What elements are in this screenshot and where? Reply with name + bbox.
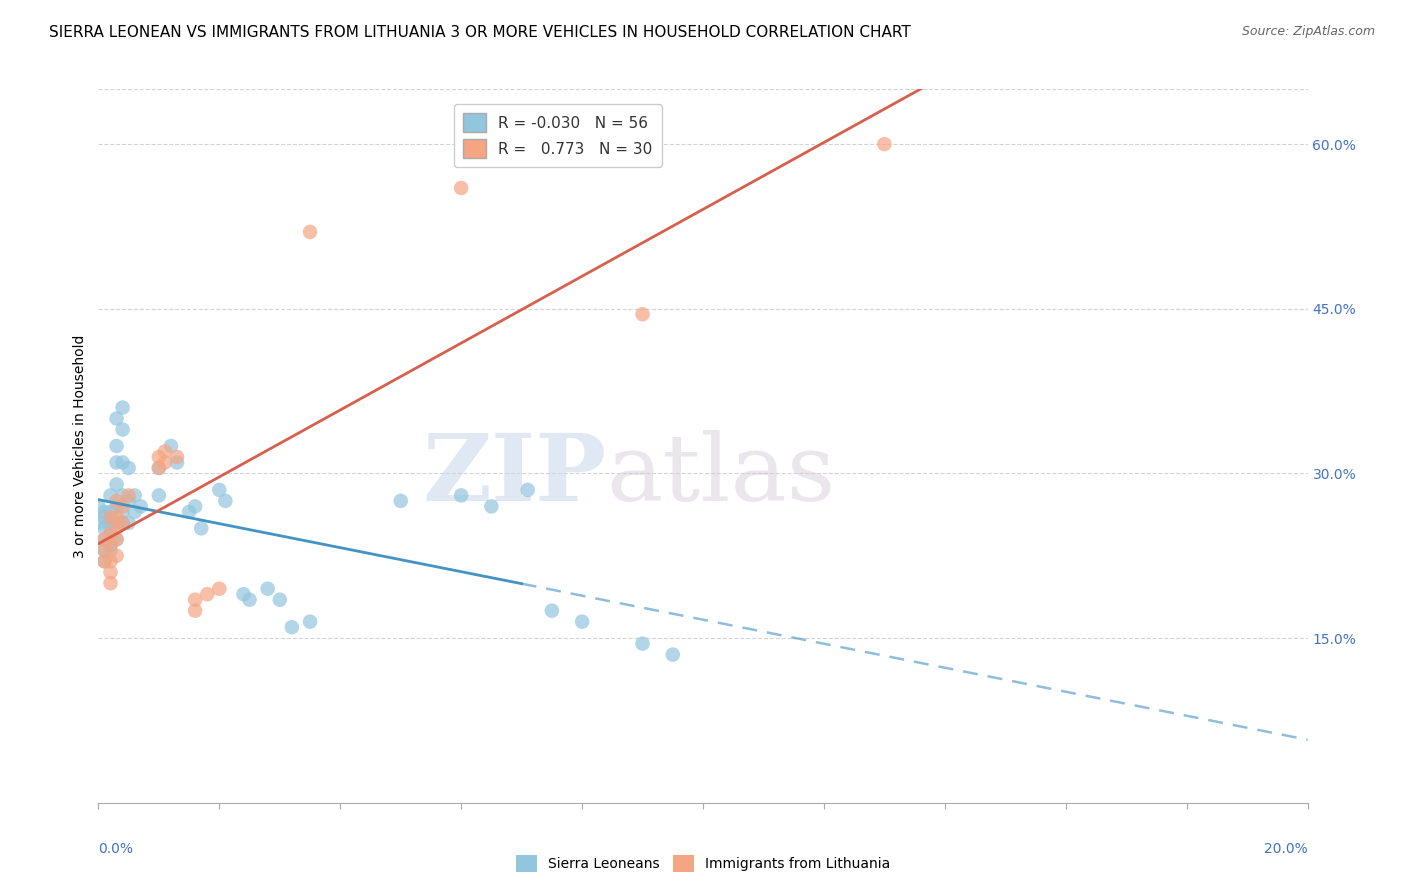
Point	[93, 505, 115, 519]
Point	[299, 615, 322, 629]
Text: atlas: atlas	[606, 430, 835, 519]
Text: SIERRA LEONEAN VS IMMIGRANTS FROM LITHUANIA 3 OR MORE VEHICLES IN HOUSEHOLD CORR: SIERRA LEONEAN VS IMMIGRANTS FROM LITHUA…	[49, 25, 911, 40]
Point	[111, 505, 134, 519]
Point	[571, 615, 593, 629]
Point	[93, 533, 115, 547]
Point	[105, 494, 128, 508]
Point	[148, 461, 170, 475]
Point	[111, 516, 134, 530]
Point	[166, 455, 188, 469]
Point	[105, 533, 128, 547]
Point	[281, 620, 304, 634]
Point	[105, 455, 128, 469]
Point	[148, 450, 170, 464]
Point	[100, 516, 122, 530]
Point	[195, 587, 218, 601]
Point	[540, 604, 562, 618]
Point	[118, 516, 141, 530]
Point	[100, 521, 122, 535]
Point	[100, 576, 122, 591]
Text: 20.0%: 20.0%	[1264, 842, 1308, 856]
Point	[389, 494, 412, 508]
Text: Source: ZipAtlas.com: Source: ZipAtlas.com	[1241, 25, 1375, 38]
Point	[118, 461, 141, 475]
Point	[100, 554, 122, 568]
Point	[93, 554, 115, 568]
Point	[111, 516, 134, 530]
Point	[184, 604, 207, 618]
Text: 0.0%: 0.0%	[98, 842, 134, 856]
Point	[450, 181, 472, 195]
Point	[184, 592, 207, 607]
Point	[118, 494, 141, 508]
Point	[100, 543, 122, 558]
Point	[100, 488, 122, 502]
Point	[105, 510, 128, 524]
Point	[631, 637, 654, 651]
Point	[153, 455, 176, 469]
Point	[481, 500, 503, 514]
Point	[111, 455, 134, 469]
Point	[179, 505, 201, 519]
Point	[93, 543, 115, 558]
Point	[93, 554, 115, 568]
Point	[111, 423, 134, 437]
Point	[208, 483, 231, 497]
Point	[100, 566, 122, 580]
Point	[208, 582, 231, 596]
Point	[111, 500, 134, 514]
Point	[239, 592, 262, 607]
Point	[516, 483, 538, 497]
Point	[105, 549, 128, 563]
Point	[93, 543, 115, 558]
Point	[256, 582, 278, 596]
Point	[105, 516, 128, 530]
Point	[105, 439, 128, 453]
Legend: Sierra Leoneans, Immigrants from Lithuania: Sierra Leoneans, Immigrants from Lithuan…	[510, 850, 896, 878]
Point	[214, 494, 236, 508]
Point	[87, 516, 110, 530]
Point	[450, 488, 472, 502]
Point	[93, 521, 115, 535]
Point	[661, 648, 683, 662]
Point	[160, 439, 183, 453]
Point	[129, 500, 152, 514]
Point	[184, 500, 207, 514]
Point	[87, 500, 110, 514]
Point	[93, 533, 115, 547]
Point	[100, 526, 122, 541]
Point	[124, 505, 146, 519]
Point	[232, 587, 254, 601]
Point	[111, 401, 134, 415]
Legend: R = -0.030   N = 56, R =   0.773   N = 30: R = -0.030 N = 56, R = 0.773 N = 30	[454, 104, 662, 167]
Point	[148, 488, 170, 502]
Point	[153, 444, 176, 458]
Point	[111, 488, 134, 502]
Point	[100, 538, 122, 552]
Point	[105, 411, 128, 425]
Point	[148, 461, 170, 475]
Point	[873, 137, 896, 152]
Point	[124, 488, 146, 502]
Point	[100, 505, 122, 519]
Point	[105, 533, 128, 547]
Point	[105, 521, 128, 535]
Point	[631, 307, 654, 321]
Point	[105, 500, 128, 514]
Point	[93, 510, 115, 524]
Point	[100, 510, 122, 524]
Text: ZIP: ZIP	[422, 430, 606, 519]
Point	[105, 477, 128, 491]
Point	[269, 592, 291, 607]
Point	[299, 225, 322, 239]
Y-axis label: 3 or more Vehicles in Household: 3 or more Vehicles in Household	[73, 334, 87, 558]
Point	[190, 521, 212, 535]
Point	[118, 488, 141, 502]
Point	[166, 450, 188, 464]
Point	[100, 538, 122, 552]
